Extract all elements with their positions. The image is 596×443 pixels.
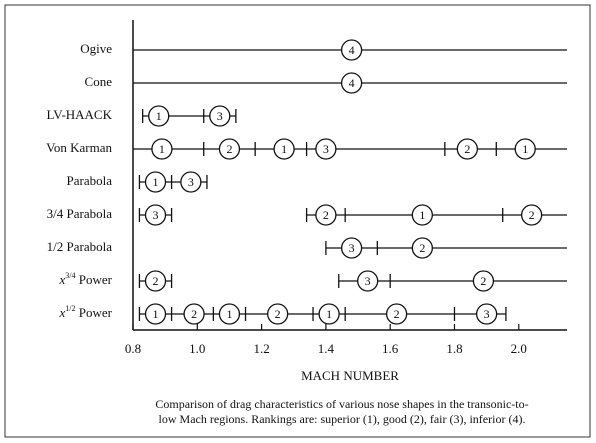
rating-circle xyxy=(456,138,478,160)
rating-circle xyxy=(411,204,433,226)
rating-label: 4 xyxy=(349,43,355,57)
rating-label: 2 xyxy=(323,208,329,222)
rating-label: 3 xyxy=(323,142,329,156)
rating-circle xyxy=(340,72,363,94)
row-label: x1/2 Power xyxy=(59,304,113,320)
rating-circle xyxy=(144,270,167,292)
rating-circle xyxy=(180,171,202,193)
rating-label: 2 xyxy=(480,274,486,288)
row-label-exp: 3/4 xyxy=(65,271,75,280)
row-label: Parabola xyxy=(67,173,113,188)
rating-circle xyxy=(273,138,295,160)
row-label: x3/4 Power xyxy=(59,271,113,287)
rating-circle xyxy=(475,303,498,325)
rating-label: 2 xyxy=(529,208,535,222)
rating-circle xyxy=(144,204,167,226)
frame xyxy=(4,4,591,438)
x-tick-label: 1.2 xyxy=(253,341,269,356)
x-tick-label: 1.0 xyxy=(189,341,205,356)
rating-circle xyxy=(340,237,363,259)
rating-circle xyxy=(340,39,363,61)
rating-circle xyxy=(357,270,379,292)
row-label: 3/4 Parabola xyxy=(47,206,113,221)
rating-circle xyxy=(520,204,543,226)
x-tick-label: 2.0 xyxy=(511,341,527,356)
rating-label: 2 xyxy=(226,142,232,156)
row-label-base: x xyxy=(59,305,66,320)
rating-label: 1 xyxy=(226,307,232,321)
x-tick-label: 1.8 xyxy=(446,341,462,356)
rating-label: 1 xyxy=(522,142,528,156)
rating-label: 1 xyxy=(156,109,162,123)
rating-label: 3 xyxy=(365,274,371,288)
rating-circle xyxy=(472,270,495,292)
row-label-rest: Power xyxy=(76,305,113,320)
rating-circle xyxy=(218,303,241,325)
row-label: Von Karman xyxy=(46,140,112,155)
rating-circle xyxy=(318,303,340,325)
rating-label: 2 xyxy=(153,274,159,288)
row-label: Ogive xyxy=(80,41,112,56)
rating-label: 3 xyxy=(349,241,355,255)
rating-label: 3 xyxy=(484,307,490,321)
rating-label: 1 xyxy=(281,142,287,156)
rating-label: 2 xyxy=(464,142,470,156)
row-label: Cone xyxy=(85,74,113,89)
x-axis-label: MACH NUMBER xyxy=(301,368,399,383)
rating-label: 1 xyxy=(153,175,159,189)
row-label: LV-HAACK xyxy=(47,107,113,122)
caption: Comparison of drag characteristics of va… xyxy=(155,397,528,411)
row-label-exp: 1/2 xyxy=(65,304,75,313)
rating-label: 1 xyxy=(153,307,159,321)
rating-circle xyxy=(315,204,337,226)
rating-label: 3 xyxy=(188,175,194,189)
x-tick-label: 0.8 xyxy=(125,341,141,356)
rating-circle xyxy=(267,303,289,325)
rating-label: 4 xyxy=(349,76,355,90)
rating-label: 1 xyxy=(326,307,332,321)
rating-label: 2 xyxy=(275,307,281,321)
rating-circle xyxy=(151,138,173,160)
rating-circle xyxy=(385,303,408,325)
row-label-base: x xyxy=(59,272,66,287)
caption: low Mach regions. Rankings are: superior… xyxy=(159,412,526,426)
rating-label: 2 xyxy=(394,307,400,321)
rating-label: 2 xyxy=(419,241,425,255)
rating-label: 2 xyxy=(191,307,197,321)
x-tick-label: 1.4 xyxy=(318,341,335,356)
x-tick-label: 1.6 xyxy=(382,341,399,356)
rating-label: 1 xyxy=(419,208,425,222)
rating-circle xyxy=(218,138,241,160)
rating-circle xyxy=(209,105,231,127)
row-label: 1/2 Parabola xyxy=(47,239,113,254)
rating-circle xyxy=(411,237,433,259)
rating-label: 3 xyxy=(217,109,223,123)
rating-circle xyxy=(144,171,167,193)
rating-circle xyxy=(144,303,167,325)
rating-circle xyxy=(315,138,337,160)
row-label-rest: Power xyxy=(76,272,113,287)
rating-circle xyxy=(183,303,205,325)
rating-circle xyxy=(514,138,536,160)
rating-circle xyxy=(148,105,170,127)
rating-label: 3 xyxy=(153,208,159,222)
rating-label: 1 xyxy=(159,142,165,156)
